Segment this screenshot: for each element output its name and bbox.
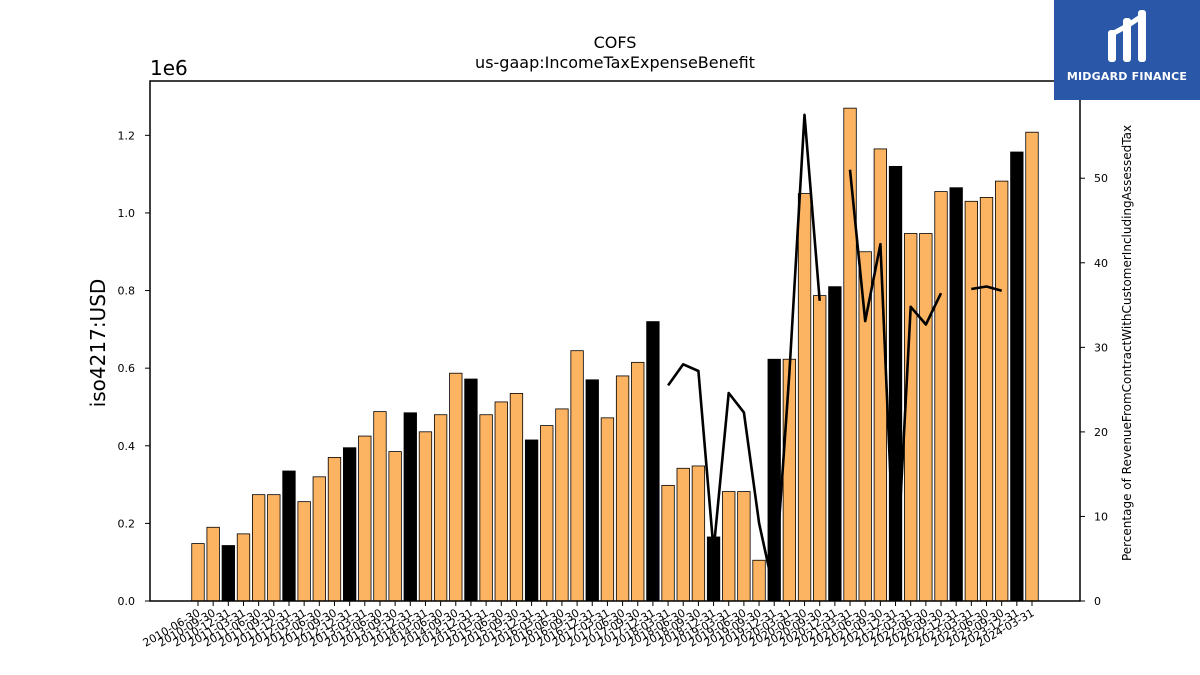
- y-axis-ticks: 0.0 0.2 0.4 0.6 0.8 1.0 1.2: [118, 129, 150, 608]
- bar-2012-12-31: [342, 447, 357, 602]
- bar-2012-09-30: [327, 457, 342, 602]
- bar-2016-03-31: [540, 425, 554, 602]
- bar-2010-06-30: [191, 543, 205, 602]
- bar-2017-06-30: [615, 375, 630, 602]
- bar-2011-09-30: [267, 494, 281, 602]
- y-tick-label: 1.2: [118, 129, 136, 142]
- bar-2023-03-31: [964, 200, 978, 602]
- y-tick-label: 0.0: [118, 595, 136, 608]
- bar-2022-12-31: [949, 187, 963, 602]
- line-segment-0: [667, 113, 821, 594]
- y2-axis-ticks: 0 10 20 30 40 50: [1080, 172, 1108, 608]
- bar-2010-09-30: [206, 526, 220, 602]
- bar-series: [191, 107, 1039, 602]
- bar-2023-06-30: [979, 197, 994, 602]
- y-tick-label: 0.6: [118, 362, 136, 375]
- bar-2017-09-30: [631, 361, 645, 602]
- y2-tick-label: 50: [1094, 172, 1108, 185]
- bar-2023-12-31: [1010, 151, 1024, 602]
- bar-2020-06-30: [797, 193, 812, 602]
- bar-2011-06-30: [251, 494, 266, 602]
- bar-2018-03-31: [661, 484, 675, 602]
- bar-2013-12-31: [403, 412, 417, 602]
- y2-tick-label: 10: [1094, 510, 1108, 523]
- y-tick-label: 0.8: [118, 285, 136, 298]
- bar-2020-09-30: [813, 295, 827, 602]
- brand-name: MIDGARD FINANCE: [1066, 70, 1188, 83]
- bar-2017-12-31: [646, 321, 660, 602]
- bar-2014-03-31: [418, 431, 433, 602]
- bar-2016-12-31: [585, 379, 599, 602]
- bar-2014-09-30: [449, 372, 463, 602]
- bar-2014-12-31: [464, 378, 478, 602]
- percentage-line-series: [667, 113, 1003, 596]
- y-tick-label: 0.2: [118, 517, 136, 530]
- y2-tick-label: 40: [1094, 257, 1108, 270]
- bar-2015-06-30: [494, 401, 508, 602]
- x-axis-ticks: 2010-06-302010-09-302010-12-312011-03-31…: [141, 601, 1037, 650]
- y-tick-label: 1.0: [118, 207, 136, 220]
- chart-subtitle: us-gaap:IncomeTaxExpenseBenefit: [475, 53, 755, 72]
- bar-2011-12-31: [282, 470, 296, 602]
- y2-tick-label: 0: [1094, 595, 1101, 608]
- bar-2019-12-31: [767, 358, 781, 602]
- bar-2013-06-30: [373, 411, 387, 602]
- y2-tick-label: 20: [1094, 426, 1108, 439]
- brand-logo: MIDGARD FINANCE: [1054, 0, 1200, 100]
- bar-2022-03-31: [904, 233, 918, 602]
- bar-2018-09-30: [691, 465, 706, 602]
- chart-title: COFS: [594, 33, 637, 52]
- plot-frame: [149, 80, 1081, 602]
- bar-2012-06-30: [312, 476, 326, 602]
- bar-2013-03-31: [358, 435, 372, 602]
- bar-2022-09-30: [934, 191, 948, 602]
- bar-2020-03-31: [782, 358, 797, 602]
- brand-logo-icon: [1108, 10, 1146, 62]
- y2-tick-label: 30: [1094, 341, 1108, 354]
- bar-2015-03-31: [479, 414, 493, 602]
- line-segment-2: [971, 285, 1003, 292]
- bar-2013-09-30: [388, 451, 402, 602]
- bar-2016-06-30: [555, 408, 569, 602]
- bar-2014-06-30: [433, 414, 448, 602]
- bar-2019-09-30: [752, 559, 766, 602]
- bar-2022-06-30: [919, 233, 933, 602]
- bar-2015-09-30: [509, 392, 524, 602]
- bar-2015-12-31: [524, 439, 539, 602]
- bar-2017-03-31: [600, 417, 615, 602]
- bar-2016-09-30: [570, 350, 584, 602]
- bar-2021-12-31: [888, 165, 903, 602]
- bar-2010-12-31: [221, 545, 235, 602]
- line-segment-1: [848, 169, 943, 596]
- bar-2018-06-30: [676, 467, 690, 602]
- bar-2020-12-31: [828, 286, 842, 602]
- bar-2012-03-31: [297, 501, 311, 602]
- y2-axis-label: Percentage of RevenueFromContractWithCus…: [1120, 125, 1134, 561]
- y-axis-label: iso4217:USD: [86, 279, 110, 408]
- bar-2011-03-31: [236, 533, 251, 602]
- bar-2023-09-30: [995, 180, 1009, 602]
- bar-2021-09-30: [873, 148, 888, 602]
- y-tick-label: 0.4: [118, 440, 136, 453]
- bar-2024-03-31: [1025, 131, 1039, 602]
- y-axis-exponent: 1e6: [150, 56, 188, 80]
- bar-2019-03-31: [722, 491, 736, 602]
- bar-2019-06-30: [737, 491, 751, 602]
